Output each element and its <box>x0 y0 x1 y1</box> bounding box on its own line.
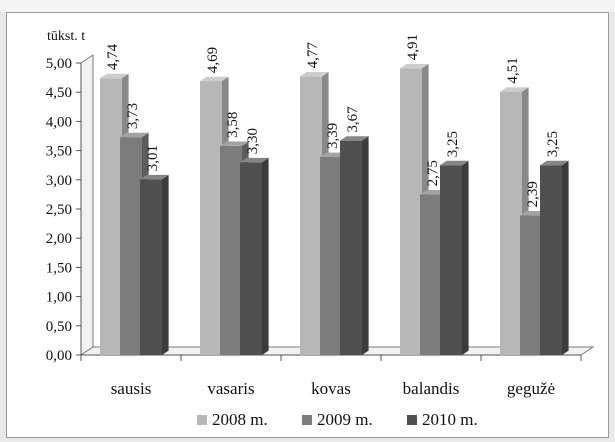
data-label: 4,69 <box>205 47 221 73</box>
x-category-label: vasaris <box>207 379 254 398</box>
data-label: 4,91 <box>405 34 421 60</box>
chart-frame: 0,00 0,50 1,00 1,50 2,00 2,50 3,00 3,50 4,00 4,50… <box>6 12 609 438</box>
bar-top <box>200 76 229 82</box>
bar-top <box>500 87 529 92</box>
bar-side <box>462 160 469 355</box>
side-wall <box>80 54 94 356</box>
legend-swatch <box>197 415 207 425</box>
bar <box>520 215 542 355</box>
x-category-label: sausis <box>111 379 152 398</box>
bar <box>100 78 122 356</box>
bar <box>200 81 222 355</box>
y-unit-label: tūkst. t <box>47 29 85 44</box>
data-label: 3,58 <box>225 112 241 138</box>
bar-top <box>100 73 129 79</box>
bar <box>500 91 522 355</box>
bar <box>540 165 562 355</box>
y-tick-label: 2,50 <box>46 202 72 218</box>
data-label: 2,75 <box>425 160 441 186</box>
data-label: 3,25 <box>445 131 461 157</box>
y-tick-label: 1,00 <box>46 290 72 306</box>
bar-side <box>562 160 569 355</box>
bar <box>400 68 422 356</box>
bar-top <box>440 160 469 166</box>
data-label: 3,01 <box>145 145 161 171</box>
bar-top <box>540 160 569 166</box>
top-strip <box>0 0 615 12</box>
bar <box>420 194 442 355</box>
legend-label: 2010 m. <box>422 410 478 429</box>
bar <box>240 162 262 355</box>
data-label: 3,73 <box>125 103 141 129</box>
x-category-label: gegužė <box>507 379 555 398</box>
legend-swatch <box>302 415 312 425</box>
y-tick-label: 4,50 <box>46 85 72 101</box>
bar-side <box>162 174 169 355</box>
bar-top <box>120 132 149 138</box>
y-tick-label: 0,50 <box>46 319 72 335</box>
bar <box>220 145 242 355</box>
y-tick-label: 5,00 <box>46 56 72 72</box>
data-label: 4,74 <box>105 43 121 70</box>
x-category-label: kovas <box>311 379 351 398</box>
data-label: 4,51 <box>505 57 521 83</box>
bar <box>340 140 362 355</box>
data-label: 3,30 <box>245 128 261 154</box>
x-category-label: balandis <box>403 379 460 398</box>
legend-label: 2008 m. <box>212 410 268 429</box>
bar-top <box>400 63 429 69</box>
bar-top <box>140 174 169 180</box>
legend-label: 2009 m. <box>317 410 373 429</box>
bar-top <box>300 72 329 77</box>
bar <box>140 179 162 355</box>
bar <box>320 157 342 355</box>
data-label: 3,39 <box>325 123 341 149</box>
y-tick-label: 0,00 <box>46 348 72 364</box>
bar-top <box>220 141 249 146</box>
data-label: 2,39 <box>525 181 541 207</box>
bar <box>300 76 322 355</box>
bar <box>440 165 462 355</box>
bar-top <box>240 157 269 163</box>
bar-side <box>362 136 369 355</box>
legend-swatch <box>407 415 417 425</box>
data-label: 3,25 <box>545 131 561 157</box>
bar <box>120 137 142 355</box>
data-label: 4,77 <box>305 42 321 69</box>
bar-top <box>340 136 369 141</box>
y-tick-label: 1,50 <box>46 260 72 276</box>
y-tick-label: 2,00 <box>46 231 72 247</box>
y-tick-label: 4,00 <box>46 114 72 130</box>
y-tick-label: 3,50 <box>46 144 72 160</box>
data-label: 3,67 <box>345 106 361 133</box>
bar-side <box>262 157 269 355</box>
y-tick-label: 3,00 <box>46 173 72 189</box>
bar-chart: 0,00 0,50 1,00 1,50 2,00 2,50 3,00 3,50 4,00 4,50… <box>46 29 595 429</box>
